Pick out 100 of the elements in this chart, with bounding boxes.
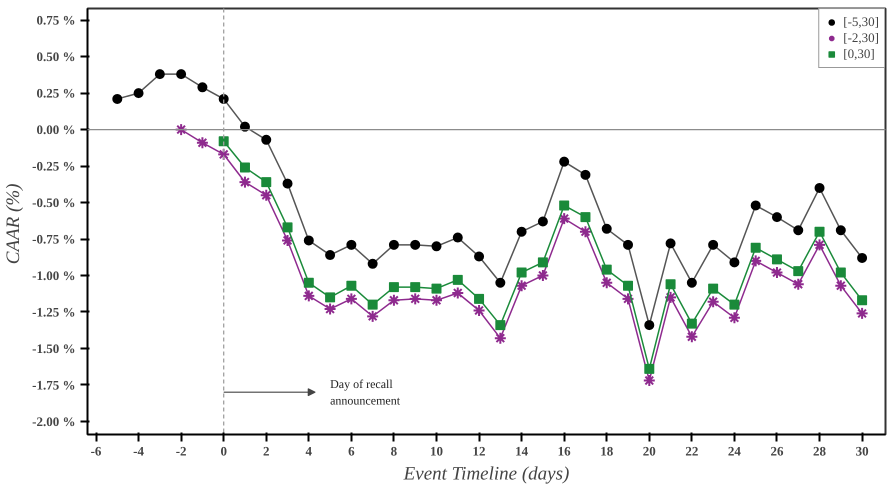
- point: [346, 280, 356, 291]
- point: [238, 176, 252, 189]
- x-tick-label: -4: [133, 444, 144, 458]
- y-tick-label: 0.75 %: [36, 12, 76, 28]
- point: [772, 212, 782, 222]
- point: [644, 320, 654, 330]
- point: [451, 286, 464, 300]
- point: [558, 212, 571, 226]
- point: [580, 170, 590, 180]
- x-tick-label: 14: [515, 444, 529, 458]
- point: [813, 238, 826, 252]
- point: [112, 94, 122, 104]
- point: [346, 240, 356, 250]
- point: [472, 304, 486, 317]
- point: [431, 284, 442, 294]
- point: [344, 292, 358, 306]
- x-tick-label: 16: [558, 444, 572, 458]
- point: [474, 294, 484, 304]
- point: [664, 290, 678, 304]
- point: [559, 156, 570, 167]
- point: [600, 276, 614, 290]
- point: [580, 212, 590, 222]
- y-tick-label: -1.25 %: [32, 304, 76, 320]
- y-tick-label: -1.50 %: [32, 340, 76, 356]
- point: [176, 69, 186, 80]
- point: [325, 292, 336, 302]
- point: [536, 268, 550, 282]
- y-tick-label: 0.00 %: [36, 122, 76, 138]
- point: [857, 252, 868, 263]
- x-tick-label: 10: [430, 444, 443, 458]
- x-axis-title: Event Timeline (days): [402, 464, 570, 484]
- point: [642, 374, 656, 388]
- x-tick-label: 6: [348, 444, 356, 458]
- point: [770, 266, 784, 280]
- point: [857, 295, 868, 306]
- point: [174, 123, 188, 136]
- point: [474, 252, 484, 262]
- point: [388, 240, 399, 250]
- point: [729, 300, 740, 310]
- point: [410, 282, 420, 292]
- point: [368, 300, 378, 310]
- point: [814, 182, 825, 193]
- point: [134, 88, 144, 98]
- point: [706, 295, 720, 308]
- point: [793, 225, 804, 236]
- point: [368, 258, 378, 269]
- point: [836, 225, 846, 236]
- y-tick-label: -1.75 %: [32, 377, 76, 392]
- point: [452, 274, 463, 285]
- legend-label: [-2,30]: [843, 30, 879, 46]
- y-tick-label: -1.00 %: [32, 268, 76, 283]
- point: [793, 266, 804, 276]
- point: [515, 279, 528, 292]
- point: [282, 178, 293, 189]
- point: [260, 188, 273, 202]
- x-tick-label: 20: [642, 444, 656, 458]
- point: [494, 332, 507, 345]
- point: [325, 250, 336, 260]
- point: [602, 264, 612, 275]
- point: [538, 257, 548, 268]
- point: [516, 226, 527, 237]
- point: [666, 279, 676, 290]
- x-tick-label: 2: [263, 444, 270, 458]
- point: [304, 235, 314, 246]
- x-tick-label: 8: [390, 444, 398, 458]
- point: [623, 280, 634, 291]
- x-tick-label: 30: [856, 444, 869, 458]
- x-tick-label: 22: [685, 444, 698, 458]
- annotation: Day of recall announcement: [330, 376, 401, 408]
- y-tick-label: -0.50 %: [32, 195, 76, 210]
- point: [408, 292, 422, 306]
- point: [792, 278, 805, 291]
- point: [686, 278, 697, 288]
- point: [729, 257, 740, 268]
- point: [728, 311, 741, 324]
- point: [708, 284, 718, 294]
- point: [304, 278, 314, 288]
- x-tick-label: 18: [600, 444, 614, 458]
- point: [666, 238, 676, 248]
- point: [623, 240, 634, 250]
- x-tick-label: 0: [220, 444, 227, 458]
- x-tick-label: 28: [813, 444, 827, 458]
- y-axis-title: CAAR (%): [3, 184, 24, 264]
- y-tick-label: 0.25 %: [36, 86, 76, 101]
- point: [495, 278, 506, 288]
- x-tick-label: -6: [90, 444, 102, 458]
- point: [282, 222, 293, 232]
- x-tick-label: -2: [176, 444, 187, 458]
- point: [686, 318, 697, 329]
- point: [495, 320, 506, 330]
- point: [685, 330, 698, 344]
- point: [538, 216, 548, 226]
- point: [366, 310, 380, 323]
- point: [154, 69, 165, 80]
- point: [387, 294, 400, 307]
- y-tick-label: -0.25 %: [32, 158, 76, 174]
- point: [516, 268, 527, 278]
- point: [708, 240, 718, 250]
- point: [261, 134, 272, 145]
- point: [217, 148, 230, 161]
